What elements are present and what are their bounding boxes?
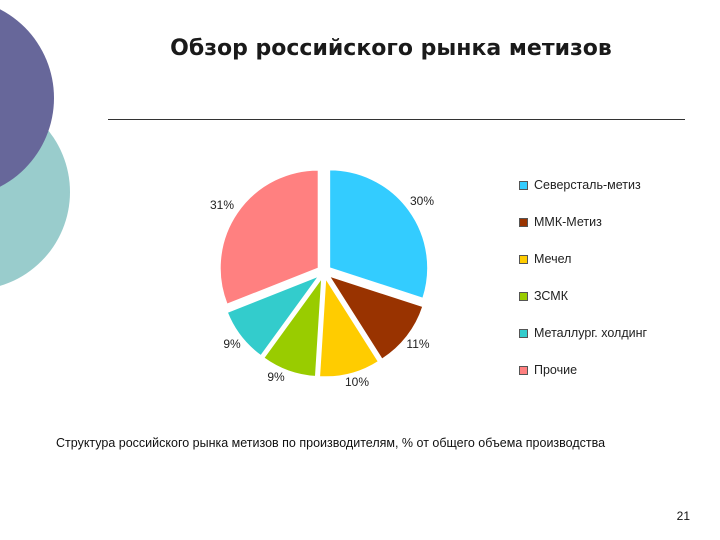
legend-item: ММК-Метиз [519, 213, 719, 231]
pie-slice-4 [263, 276, 323, 377]
legend-swatch [519, 217, 528, 227]
legend-item: Прочие [519, 361, 719, 379]
pie-slice-label-1: 30% [410, 194, 434, 208]
pie-slice-6 [219, 169, 319, 305]
deco-circle-dark [0, 9, 54, 187]
legend-swatch [519, 254, 528, 264]
pie-slice-1 [329, 169, 429, 299]
legend-label: ММК-Метиз [534, 215, 602, 229]
legend-item: ЗСМК [519, 287, 719, 305]
legend-item: Северсталь-метиз [519, 176, 719, 194]
pie-slice-label-5: 9% [223, 337, 241, 351]
slide-title: Обзор российского рынка метизов [170, 36, 612, 61]
pie-slice-label-2: 11% [406, 337, 429, 351]
pie-slice-label-6: 31% [210, 198, 234, 212]
legend-label: Мечел [534, 252, 572, 266]
legend-swatch [519, 328, 528, 338]
legend-label: ЗСМК [534, 289, 568, 303]
legend-label: Прочие [534, 363, 578, 377]
chart-legend: Северсталь-метиз ММК-Метиз Мечел ЗСМК Металл… [519, 176, 719, 398]
pie-slice-label-3: 10% [345, 375, 369, 389]
title-divider [108, 119, 685, 120]
legend-swatch [519, 180, 528, 190]
pie-slice-label-4: 9% [267, 370, 285, 384]
pie-slice-5 [226, 275, 320, 357]
decorative-circles [0, 9, 70, 286]
legend-swatch [519, 291, 528, 301]
chart-caption: Структура российского рынка метизов по п… [56, 436, 606, 450]
pie-slice-2 [328, 275, 424, 360]
legend-item: Мечел [519, 250, 719, 268]
legend-label: Металлург. холдинг [534, 326, 648, 340]
page-number: 21 [676, 509, 690, 523]
legend-swatch [519, 365, 528, 375]
legend-item: Металлург. холдинг [519, 324, 719, 342]
pie-slice-3 [319, 277, 379, 378]
legend-label: Северсталь-метиз [534, 178, 641, 192]
